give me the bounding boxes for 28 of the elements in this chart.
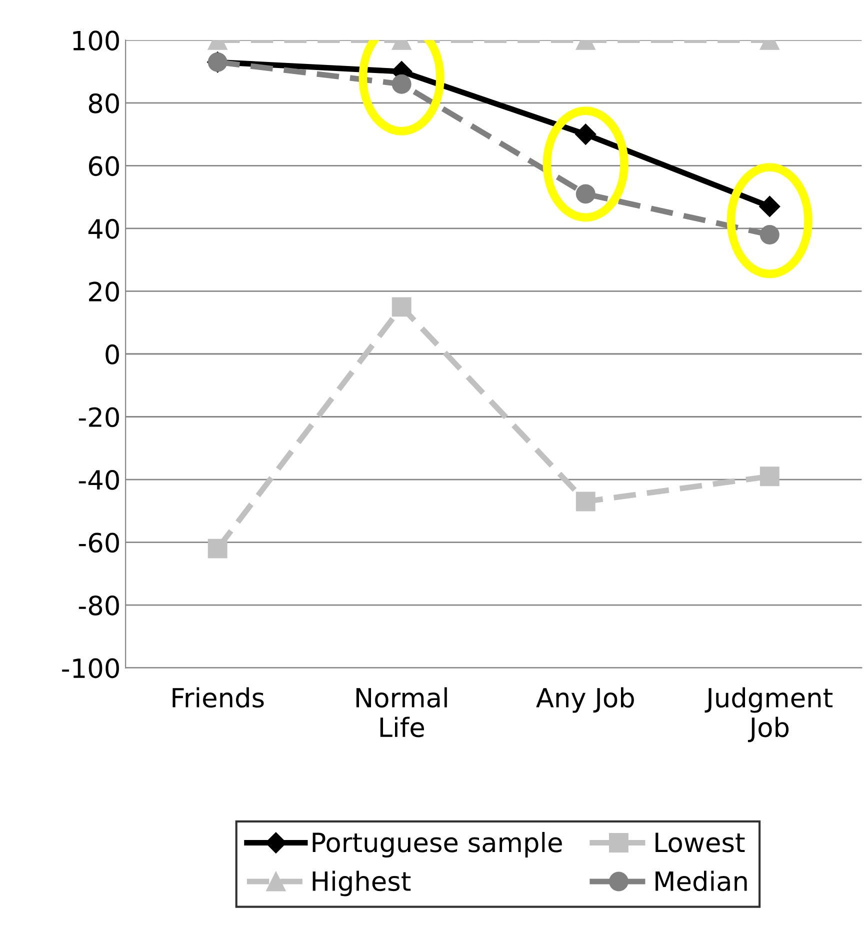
y-tick-label: -100 bbox=[62, 658, 119, 678]
point bbox=[575, 124, 596, 145]
legend-label: Highest bbox=[312, 870, 411, 896]
y-tick-label: -80 bbox=[78, 595, 119, 616]
legend-label: Portuguese sample bbox=[312, 832, 562, 858]
x-tick-label: Judgment Job bbox=[704, 687, 833, 742]
point bbox=[576, 492, 596, 512]
y-tick-label: 20 bbox=[89, 282, 119, 302]
y-tick-label: -60 bbox=[78, 532, 119, 553]
y-tick-label: 60 bbox=[88, 156, 119, 176]
y-tick-label: 100 bbox=[73, 30, 119, 51]
x-tick-label: Any Job bbox=[536, 687, 634, 713]
point bbox=[392, 297, 412, 317]
y-tick-label: 0 bbox=[106, 344, 119, 364]
point bbox=[760, 466, 780, 486]
y-tick-label: 40 bbox=[88, 218, 119, 239]
point bbox=[392, 74, 412, 94]
legend-label: Lowest bbox=[656, 832, 745, 852]
x-tick-label: Friends bbox=[172, 687, 264, 708]
point bbox=[576, 184, 596, 204]
y-tick-label: 80 bbox=[88, 93, 119, 114]
x-tick-label: Normal Life bbox=[356, 687, 447, 738]
y-tick-label: -40 bbox=[78, 470, 119, 490]
point bbox=[759, 196, 780, 218]
y-tick-label: -20 bbox=[78, 407, 119, 428]
point bbox=[760, 225, 780, 244]
point bbox=[208, 538, 228, 558]
legend-label: Median bbox=[656, 870, 747, 892]
